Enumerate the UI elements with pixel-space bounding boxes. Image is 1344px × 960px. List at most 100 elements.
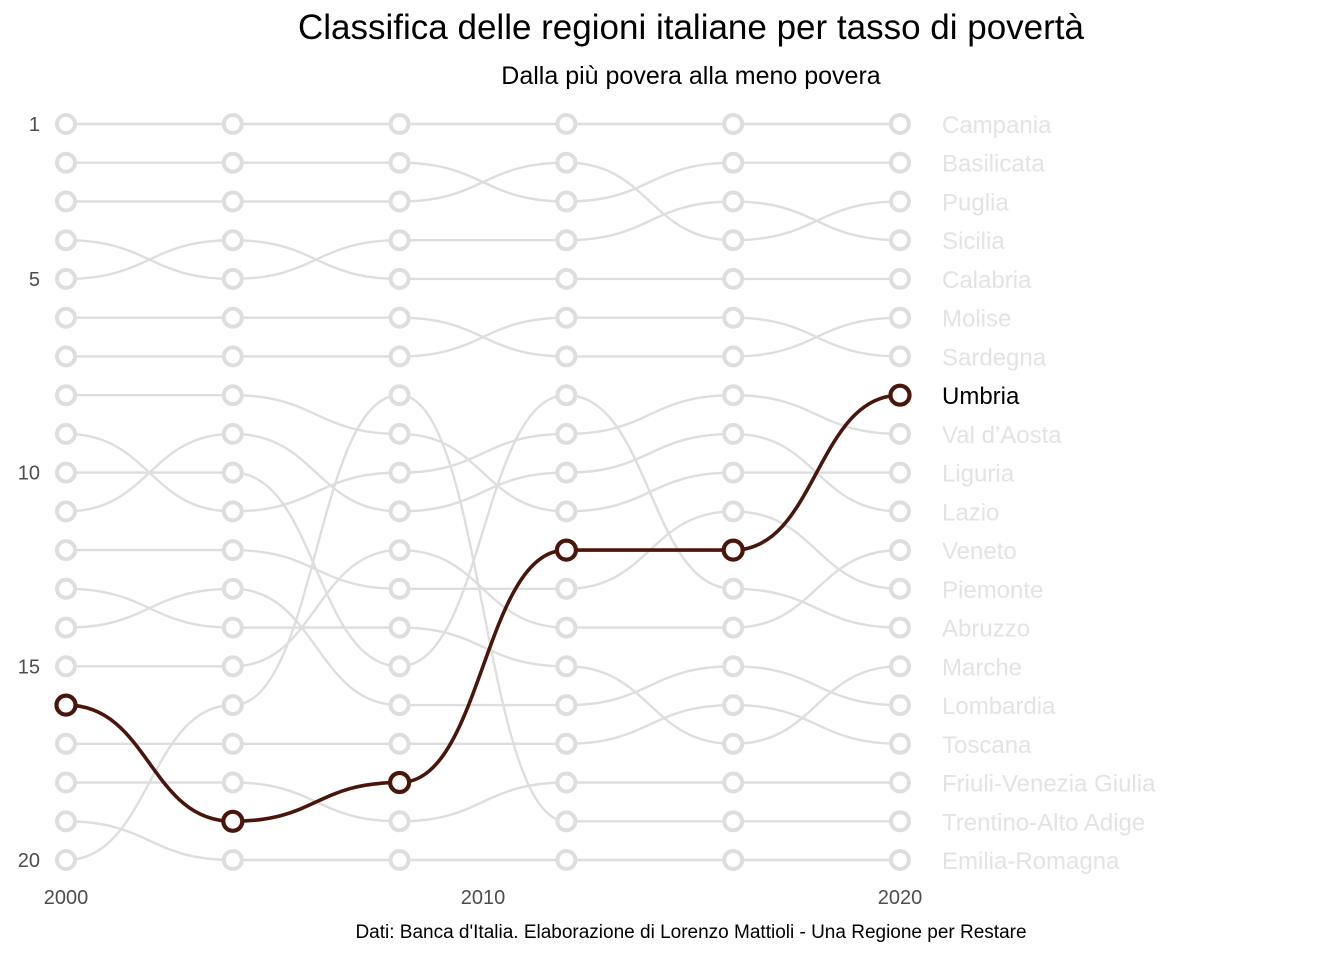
point-calabria-2012	[555, 267, 578, 290]
region-label-umbria: Umbria	[942, 383, 1020, 410]
point-lombardia-2016	[722, 655, 745, 678]
point-molise-2020	[889, 306, 911, 329]
point-toscana-2004	[221, 732, 244, 755]
chart-caption: Dati: Banca d'Italia. Elaborazione di Lo…	[355, 922, 1027, 943]
point-abruzzo-2008	[388, 655, 411, 678]
point-veneto-2012	[555, 616, 578, 639]
point-basilicata-2008	[388, 151, 411, 174]
series-line-abruzzo	[66, 393, 901, 668]
muted-lines-group	[65, 122, 901, 862]
point-lombardia-2020	[889, 694, 911, 717]
point-piemonte-2008	[388, 577, 411, 600]
point-friuli-venezia-giulia-2008	[388, 810, 411, 833]
point-liguria-2000	[55, 384, 77, 407]
point-sardegna-2020	[889, 345, 911, 368]
point-puglia-2020	[889, 190, 911, 213]
point-friuli-venezia-giulia-2004	[221, 771, 244, 794]
point-umbria-2008	[388, 770, 412, 795]
region-label-piemonte: Piemonte	[942, 577, 1043, 604]
series-line-trentino-alto-adige	[65, 393, 900, 862]
series-line-toscana	[66, 703, 901, 746]
region-labels-group: Campania Basilicata Puglia Sicilia Calabria M…	[942, 112, 1156, 875]
point-calabria-2016	[722, 267, 745, 290]
region-label-toscana: Toscana	[942, 732, 1032, 759]
point-lazio-2012	[555, 461, 578, 484]
point-veneto-2004	[221, 655, 244, 678]
x-tick-label: 2020	[878, 887, 923, 909]
point-val-daosta-2000	[55, 422, 77, 445]
point-val-daosta-2008	[388, 461, 411, 484]
point-marche-2012	[555, 655, 578, 678]
series-line-sardegna	[66, 316, 901, 358]
point-val-daosta-2020	[889, 422, 911, 445]
point-veneto-2016	[722, 616, 745, 639]
point-marche-2016	[722, 732, 745, 755]
point-liguria-2008	[388, 422, 411, 445]
point-emilia-romagna-2020	[889, 849, 911, 871]
point-calabria-2020	[889, 267, 911, 290]
point-umbria-2012	[554, 538, 579, 562]
series-line-val-daosta	[65, 393, 901, 513]
y-tick-label: 1	[29, 114, 40, 136]
point-sardegna-2008	[388, 345, 411, 368]
point-emilia-romagna-2016	[722, 849, 745, 871]
point-liguria-2012	[555, 500, 578, 523]
point-toscana-2000	[55, 732, 77, 755]
point-marche-2000	[55, 577, 77, 600]
series-line-lazio	[65, 432, 901, 513]
point-lombardia-2008	[388, 694, 411, 717]
point-toscana-2008	[388, 732, 411, 755]
series-line-friuli-venezia-giulia	[66, 781, 900, 823]
point-sicilia-2000	[55, 229, 77, 252]
point-lazio-2000	[55, 500, 77, 523]
point-puglia-2004	[221, 190, 244, 213]
point-friuli-venezia-giulia-2012	[555, 771, 578, 794]
point-val-daosta-2016	[722, 384, 745, 407]
point-trentino-alto-adige-2004	[221, 694, 244, 717]
point-calabria-2008	[388, 267, 411, 290]
point-piemonte-2020	[889, 577, 911, 600]
point-calabria-2000	[55, 267, 77, 290]
point-veneto-2020	[889, 539, 911, 562]
series-line-molise	[65, 316, 901, 358]
point-umbria-2016	[721, 538, 745, 562]
region-label-emilia-romagna: Emilia-Romagna	[942, 848, 1120, 875]
series-line-sicilia	[65, 200, 901, 281]
point-emilia-romagna-2008	[388, 849, 411, 871]
points-group	[54, 113, 912, 871]
x-tick-label: 2010	[461, 887, 506, 909]
point-piemonte-2016	[722, 500, 745, 523]
point-campania-2012	[555, 113, 578, 135]
y-tick-label: 10	[18, 463, 40, 485]
point-campania-2016	[722, 113, 745, 135]
point-basilicata-2016	[722, 151, 745, 174]
point-toscana-2020	[889, 732, 911, 755]
region-label-molise: Molise	[942, 306, 1011, 333]
point-trentino-alto-adige-2016	[722, 810, 745, 833]
region-label-calabria: Calabria	[942, 267, 1032, 294]
point-molise-2000	[55, 306, 77, 329]
series-line-umbria	[65, 393, 901, 824]
point-marche-2008	[388, 616, 411, 639]
point-liguria-2004	[221, 384, 244, 407]
highlight-line-group	[65, 393, 901, 824]
point-val-daosta-2012	[555, 422, 578, 445]
series-line-puglia	[66, 161, 901, 242]
region-label-veneto: Veneto	[942, 538, 1017, 565]
x-tick-label: 2000	[44, 887, 89, 909]
region-label-lombardia: Lombardia	[942, 693, 1056, 720]
point-lazio-2004	[221, 422, 244, 445]
chart-title: Classifica delle regioni italiane per ta…	[298, 8, 1084, 47]
point-basilicata-2012	[555, 190, 578, 213]
series-line-marche	[65, 587, 901, 746]
point-sardegna-2000	[55, 345, 77, 368]
y-tick-label: 15	[18, 656, 40, 678]
point-piemonte-2012	[555, 577, 578, 600]
point-toscana-2016	[722, 694, 745, 717]
point-molise-2016	[722, 345, 745, 368]
point-trentino-alto-adige-2008	[388, 384, 411, 407]
point-molise-2004	[221, 306, 244, 329]
point-lombardia-2012	[555, 694, 578, 717]
